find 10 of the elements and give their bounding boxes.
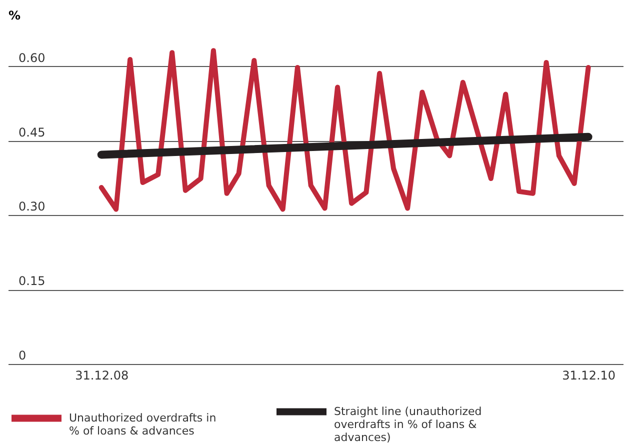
y-tick-label: 0	[18, 348, 26, 362]
x-tick-label: 31.12.10	[562, 368, 616, 382]
y-axis-title: %	[8, 8, 21, 22]
y-tick-label: 0.60	[18, 50, 46, 65]
y-tick-label: 0.30	[18, 200, 46, 214]
y-tick-label: 0.45	[18, 125, 46, 140]
legend-label: Straight line (unauthorized overdrafts in % of loans & advances)	[334, 404, 482, 444]
y-tick-label: 0.15	[18, 274, 46, 288]
legend-label: Unauthorized overdrafts in % of loans & advances	[69, 411, 216, 438]
x-tick-label: 31.12.08	[75, 368, 129, 382]
